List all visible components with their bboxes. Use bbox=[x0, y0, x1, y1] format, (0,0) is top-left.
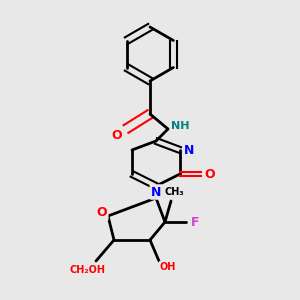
Text: O: O bbox=[205, 167, 215, 181]
Text: N: N bbox=[184, 143, 194, 157]
Text: N: N bbox=[151, 185, 161, 199]
Text: NH: NH bbox=[171, 121, 189, 131]
Text: F: F bbox=[191, 215, 199, 229]
Text: O: O bbox=[112, 128, 122, 142]
Text: OH: OH bbox=[160, 262, 176, 272]
Text: CH₂OH: CH₂OH bbox=[69, 265, 105, 275]
Text: O: O bbox=[97, 206, 107, 220]
Text: CH₃: CH₃ bbox=[164, 187, 184, 197]
